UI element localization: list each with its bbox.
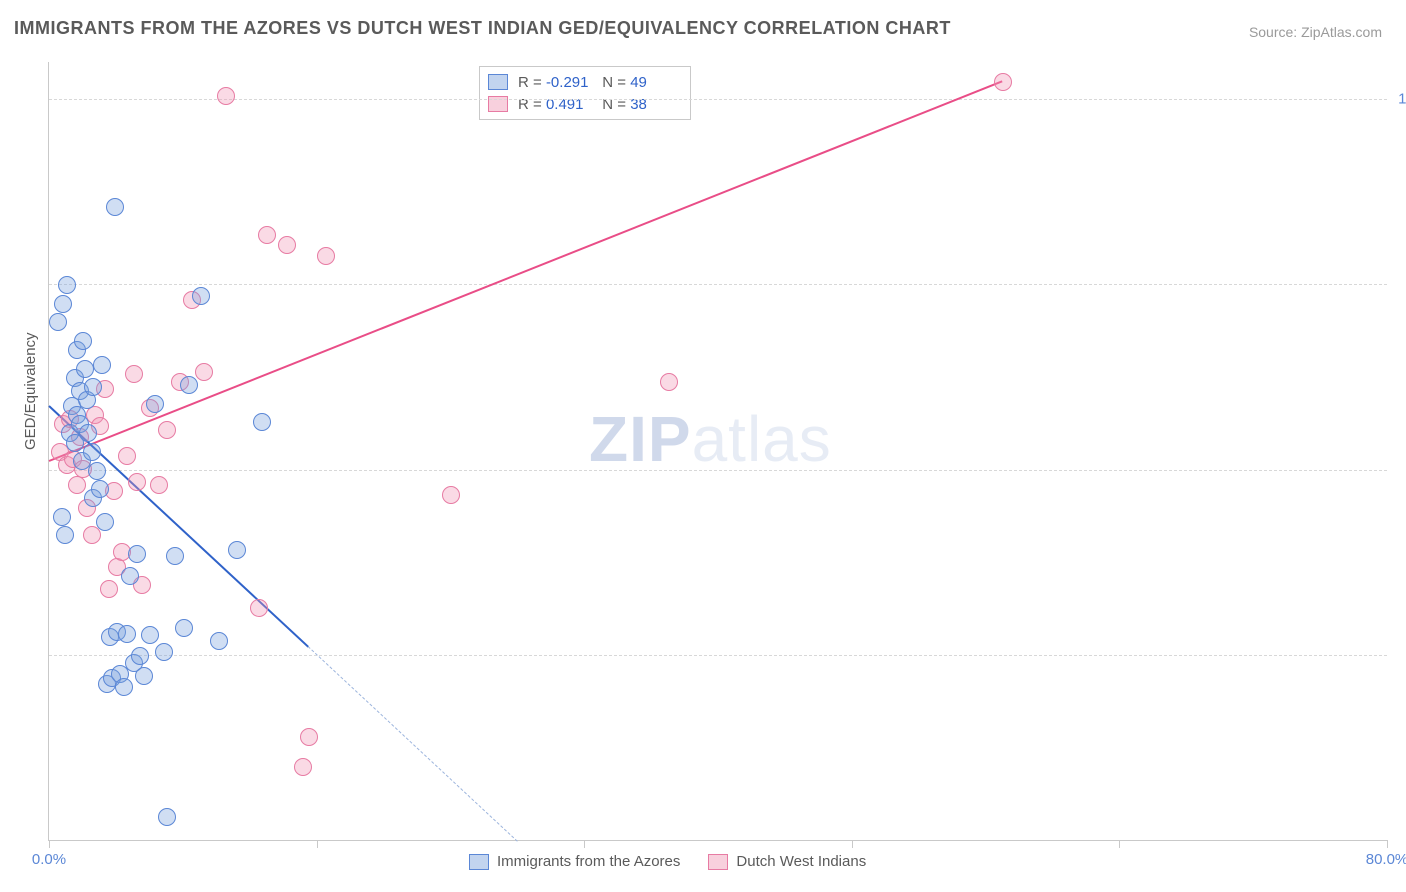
x-tick <box>1119 840 1120 848</box>
stats-legend-row: R = -0.291 N = 49 <box>488 71 678 93</box>
y-axis-title: GED/Equivalency <box>22 332 39 450</box>
data-point <box>54 295 72 313</box>
trendline <box>308 646 518 841</box>
data-point <box>91 480 109 498</box>
data-point <box>79 424 97 442</box>
data-point <box>53 508 71 526</box>
gridline <box>49 99 1387 100</box>
data-point <box>128 473 146 491</box>
legend-item: Dutch West Indians <box>708 853 866 870</box>
trendline <box>49 81 1003 463</box>
data-point <box>56 526 74 544</box>
data-point <box>74 332 92 350</box>
data-point <box>442 486 460 504</box>
data-point <box>106 198 124 216</box>
data-point <box>192 287 210 305</box>
data-point <box>83 526 101 544</box>
data-point <box>131 647 149 665</box>
x-tick <box>49 840 50 848</box>
data-point <box>180 376 198 394</box>
data-point <box>93 356 111 374</box>
r-value: -0.291 <box>546 74 594 91</box>
data-point <box>175 619 193 637</box>
data-point <box>58 276 76 294</box>
gridline <box>49 470 1387 471</box>
y-tick-label: 100.0% <box>1391 91 1406 108</box>
n-value: 38 <box>630 96 678 113</box>
x-tick <box>852 840 853 848</box>
gridline <box>49 284 1387 285</box>
data-point <box>141 626 159 644</box>
data-point <box>135 667 153 685</box>
x-tick-label: 80.0% <box>1366 851 1406 868</box>
source-attribution: Source: ZipAtlas.com <box>1249 24 1382 40</box>
data-point <box>118 625 136 643</box>
data-point <box>166 547 184 565</box>
legend-swatch-pink <box>708 854 728 870</box>
data-point <box>125 365 143 383</box>
n-value: 49 <box>630 74 678 91</box>
data-point <box>195 363 213 381</box>
legend-label: Immigrants from the Azores <box>497 853 680 870</box>
data-point <box>84 378 102 396</box>
data-point <box>300 728 318 746</box>
n-label: N = <box>602 74 626 91</box>
y-tick-label: 80.0% <box>1391 461 1406 478</box>
series-legend: Immigrants from the Azores Dutch West In… <box>469 853 866 870</box>
data-point <box>217 87 235 105</box>
data-point <box>49 313 67 331</box>
data-point <box>994 73 1012 91</box>
legend-label: Dutch West Indians <box>736 853 866 870</box>
data-point <box>100 580 118 598</box>
data-point <box>158 421 176 439</box>
n-label: N = <box>602 96 626 113</box>
data-point <box>278 236 296 254</box>
data-point <box>250 599 268 617</box>
legend-item: Immigrants from the Azores <box>469 853 680 870</box>
data-point <box>660 373 678 391</box>
data-point <box>88 462 106 480</box>
data-point <box>115 678 133 696</box>
x-tick <box>1387 840 1388 848</box>
r-value: 0.491 <box>546 96 594 113</box>
y-tick-label: 90.0% <box>1391 276 1406 293</box>
data-point <box>317 247 335 265</box>
r-label: R = <box>518 96 542 113</box>
data-point <box>158 808 176 826</box>
stats-legend: R = -0.291 N = 49 R = 0.491 N = 38 <box>479 66 691 120</box>
chart-title: IMMIGRANTS FROM THE AZORES VS DUTCH WEST… <box>14 18 951 39</box>
data-point <box>228 541 246 559</box>
data-point <box>128 545 146 563</box>
data-point <box>294 758 312 776</box>
x-tick-label: 0.0% <box>32 851 66 868</box>
data-point <box>96 513 114 531</box>
watermark-bold: ZIP <box>589 403 692 475</box>
data-point <box>83 443 101 461</box>
data-point <box>121 567 139 585</box>
data-point <box>150 476 168 494</box>
data-point <box>146 395 164 413</box>
gridline <box>49 655 1387 656</box>
legend-swatch-blue <box>488 74 508 90</box>
watermark-rest: atlas <box>692 403 832 475</box>
scatter-plot-area: ZIPatlas R = -0.291 N = 49 R = 0.491 N =… <box>48 62 1387 841</box>
data-point <box>210 632 228 650</box>
data-point <box>118 447 136 465</box>
stats-legend-row: R = 0.491 N = 38 <box>488 93 678 115</box>
watermark: ZIPatlas <box>589 402 832 476</box>
data-point <box>68 476 86 494</box>
data-point <box>76 360 94 378</box>
x-tick <box>584 840 585 848</box>
data-point <box>253 413 271 431</box>
data-point <box>155 643 173 661</box>
data-point <box>258 226 276 244</box>
y-tick-label: 70.0% <box>1391 646 1406 663</box>
legend-swatch-blue <box>469 854 489 870</box>
x-tick <box>317 840 318 848</box>
r-label: R = <box>518 74 542 91</box>
